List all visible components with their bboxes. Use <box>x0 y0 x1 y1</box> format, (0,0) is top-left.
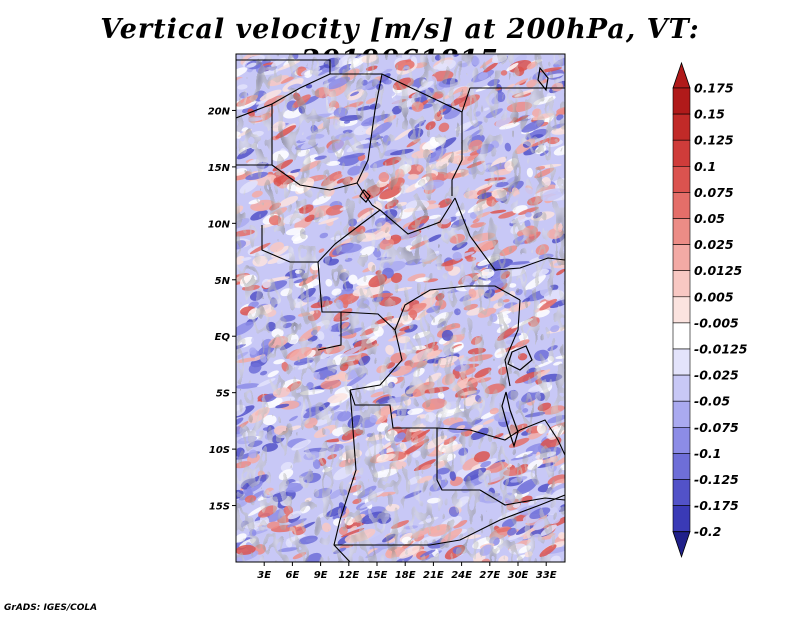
colorbar-label: -0.175 <box>694 498 739 513</box>
border-line <box>340 285 521 331</box>
border-line <box>349 329 403 391</box>
border-line <box>519 419 565 456</box>
border-line <box>349 389 480 491</box>
colorbar-label: -0.075 <box>694 420 739 435</box>
colorbar-bottom-arrow <box>672 531 691 558</box>
colorbar-swatch <box>672 270 691 298</box>
colorbar-swatch <box>672 192 691 219</box>
colorbar-swatch <box>672 374 691 402</box>
colorbar-swatch <box>672 139 691 167</box>
lakes <box>359 66 549 449</box>
border-line <box>479 489 565 506</box>
colorbar-label: 0.075 <box>694 185 734 200</box>
colorbar-swatch <box>672 322 691 350</box>
x-tick-label: 15E <box>367 570 388 581</box>
colorbar-label: -0.05 <box>694 394 730 409</box>
map-panel <box>235 53 566 563</box>
colorbar-label: 0.0125 <box>694 263 743 278</box>
colorbar-swatch <box>672 479 691 506</box>
colorbar-label: -0.025 <box>694 368 739 383</box>
colorbar-swatch <box>672 244 691 272</box>
border-line <box>379 197 456 235</box>
x-tick-label: 33E <box>536 570 557 581</box>
colorbar-swatch <box>672 426 691 454</box>
y-tick-label: 10N <box>208 219 231 230</box>
colorbar-swatch <box>672 348 691 376</box>
x-tick-label: 30E <box>508 570 529 581</box>
colorbar-swatch <box>672 218 691 245</box>
colorbar-label: -0.005 <box>694 315 739 330</box>
x-tick-label: 9E <box>314 570 328 581</box>
border-line <box>271 164 358 191</box>
colorbar-label: -0.1 <box>694 446 721 461</box>
x-tick-label: 24E <box>451 570 472 581</box>
colorbar-label: -0.0125 <box>694 342 748 357</box>
colorbar-swatch <box>672 505 691 533</box>
colorbar-label: -0.125 <box>694 472 739 487</box>
x-tick-label: 18E <box>395 570 416 581</box>
colorbar-label: 0.15 <box>694 107 725 122</box>
y-tick-label: 15S <box>209 502 230 513</box>
colorbar-swatch <box>672 453 691 480</box>
y-tick-label: 15N <box>208 163 231 174</box>
lake-outline <box>501 391 519 449</box>
x-axis: 3E 6E 9E 12E 15E 18E 21E 24E 27E 30E 33E <box>257 562 557 581</box>
colorbar-label: 0.025 <box>694 237 734 252</box>
x-tick-label: 12E <box>338 570 359 581</box>
y-axis: 20N 15N 10N 5N EQ 5S 10S 15S <box>208 106 236 513</box>
colorbar-top-arrow <box>672 61 691 89</box>
border-line <box>356 73 383 206</box>
x-tick-label: 27E <box>479 570 500 581</box>
x-tick-label: 3E <box>257 570 271 581</box>
border-line <box>261 225 318 263</box>
colorbar-label: 0.125 <box>694 133 734 148</box>
country-borders <box>236 59 565 562</box>
colorbar-label: -0.2 <box>694 524 721 539</box>
colorbar-label: 0.05 <box>694 211 725 226</box>
colorbar-swatch <box>672 400 691 428</box>
border-line <box>334 494 565 546</box>
x-tick-label: 6E <box>286 570 300 581</box>
border-line <box>317 261 341 313</box>
lake-outline <box>507 345 533 371</box>
map-frame <box>235 53 566 563</box>
border-line <box>333 389 357 562</box>
border-line <box>317 312 342 351</box>
field-noise-overlay <box>236 54 565 562</box>
y-tick-label: 20N <box>208 106 231 117</box>
lake-outline <box>359 189 371 203</box>
colorbar-label: 0.005 <box>694 289 734 304</box>
y-tick-label: EQ <box>215 332 231 343</box>
x-tick-label: 21E <box>423 570 444 581</box>
border-line <box>317 204 381 263</box>
border-line <box>451 112 463 196</box>
border-line <box>436 427 521 441</box>
colorbar-label: 0.175 <box>694 81 734 96</box>
colorbar-swatch <box>672 113 691 141</box>
y-tick-label: 10S <box>209 445 230 456</box>
colorbar-swatch <box>672 166 691 193</box>
y-tick-label: 5S <box>216 389 230 400</box>
border-line <box>236 73 331 119</box>
colorbar: 0.175 0.15 0.125 0.1 0.075 0.05 0.025 0.0125 0.0… <box>672 61 748 558</box>
border-line <box>454 197 565 271</box>
colorbar-label: 0.1 <box>694 159 716 174</box>
border-line <box>504 299 521 387</box>
colorbar-swatch <box>672 87 691 115</box>
lake-outline <box>537 66 549 92</box>
grads-credit: GrADS: IGES/COLA <box>4 603 98 613</box>
colorbar-swatch <box>672 296 691 324</box>
y-tick-label: 5N <box>215 276 231 287</box>
